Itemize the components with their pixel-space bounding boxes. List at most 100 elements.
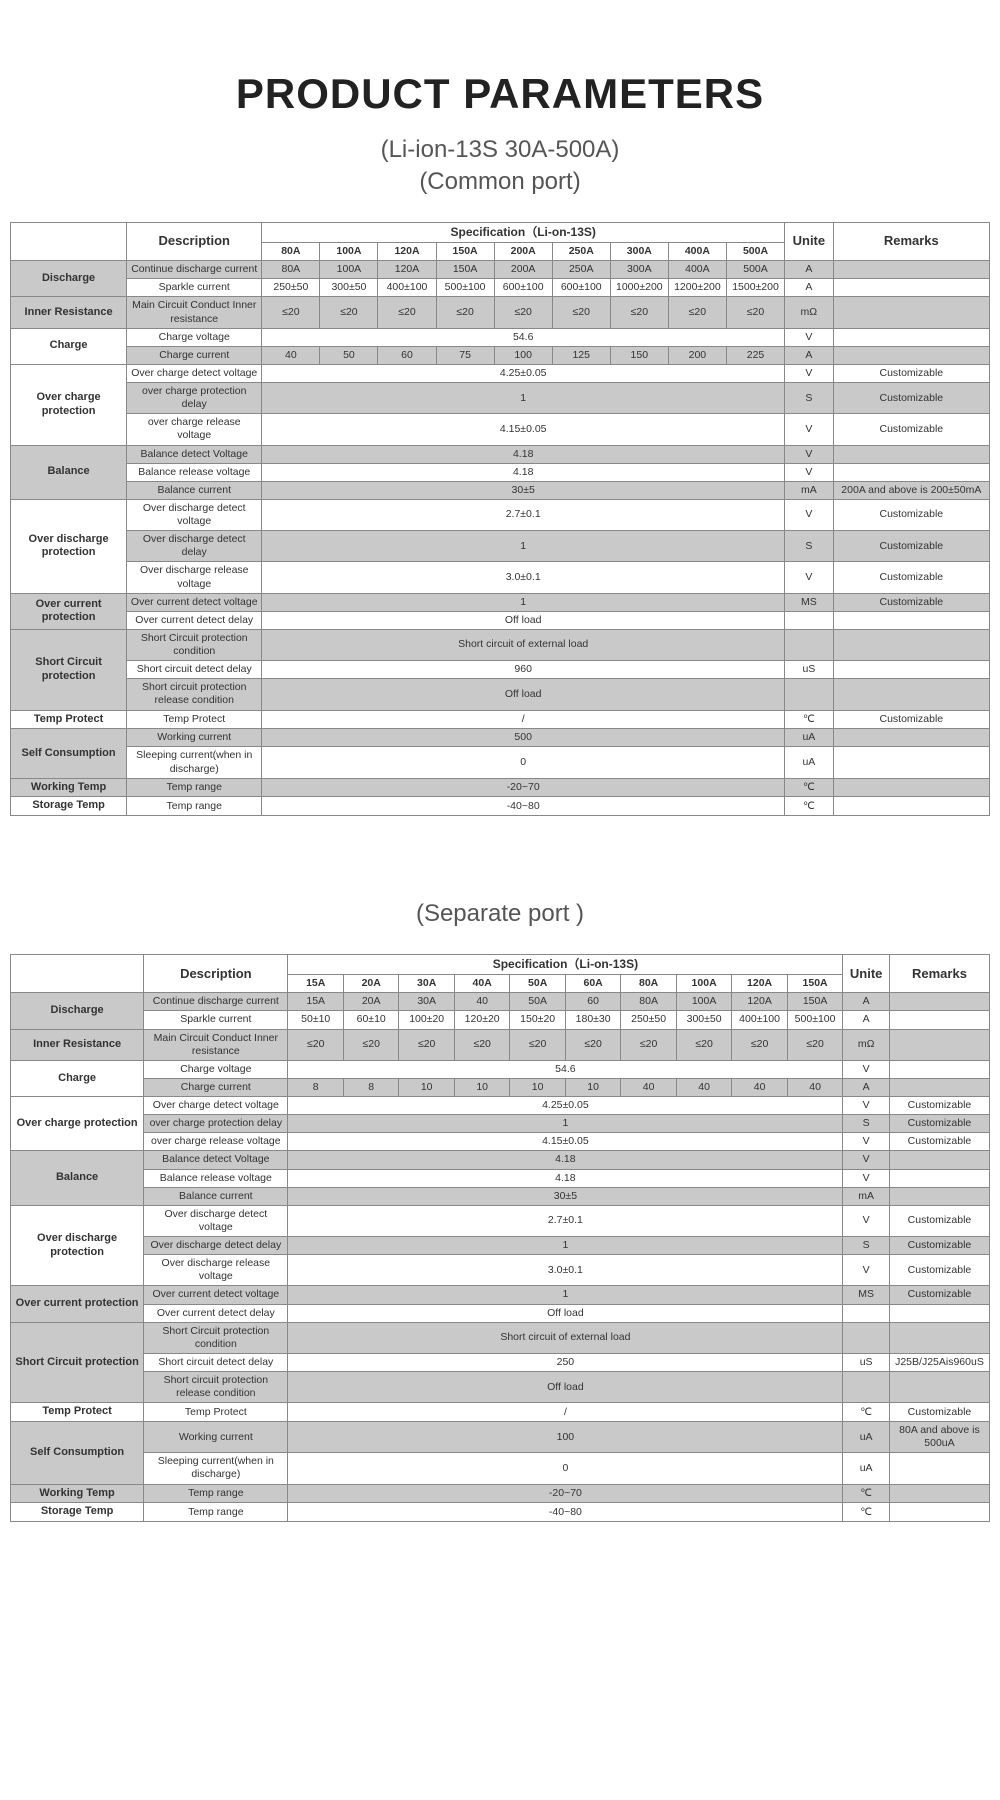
value-cell: 100 <box>494 346 552 364</box>
unit-cell: V <box>785 445 834 463</box>
category-cell: Temp Protect <box>11 1403 144 1422</box>
desc-cell: Charge current <box>144 1078 288 1096</box>
value-cell: 600±100 <box>552 279 610 297</box>
category-cell: Over current protection <box>11 593 127 629</box>
value-cell: 1 <box>288 1115 843 1133</box>
desc-cell: Charge voltage <box>127 328 262 346</box>
unit-cell: V <box>843 1169 890 1187</box>
category-cell: Working Temp <box>11 1484 144 1503</box>
value-cell: ≤20 <box>787 1029 843 1060</box>
unit-cell: S <box>843 1115 890 1133</box>
table-row: Charge current 40 50 60 75 100 125 150 2… <box>11 346 990 364</box>
value-cell: / <box>288 1403 843 1422</box>
desc-cell: Over charge detect voltage <box>127 364 262 382</box>
value-cell: 4.25±0.05 <box>288 1097 843 1115</box>
value-cell: ≤20 <box>510 1029 565 1060</box>
value-cell: 500A <box>726 261 784 279</box>
value-cell: 600±100 <box>494 279 552 297</box>
value-cell: 54.6 <box>262 328 785 346</box>
value-cell: -20~70 <box>288 1484 843 1503</box>
category-cell: Charge <box>11 1060 144 1096</box>
remarks-cell <box>833 463 989 481</box>
unit-cell: MS <box>785 593 834 611</box>
table-row: Storage Temp Temp range -40~80 ℃ <box>11 797 990 816</box>
desc-cell: Continue discharge current <box>144 993 288 1011</box>
unit-cell: A <box>843 993 890 1011</box>
value-cell: 100A <box>320 261 378 279</box>
value-cell: 250±50 <box>262 279 320 297</box>
value-cell: Off load <box>288 1372 843 1403</box>
spec-col-header: 500A <box>726 243 784 261</box>
remarks-cell <box>889 1060 989 1078</box>
spec-col-header: 40A <box>454 975 509 993</box>
unit-cell: V <box>785 414 834 445</box>
spec-col-header: 250A <box>552 243 610 261</box>
category-cell: Over charge protection <box>11 1097 144 1151</box>
remarks-cell <box>833 661 989 679</box>
table-row: Short Circuit protection Short Circuit p… <box>11 629 990 660</box>
remarks-cell <box>889 993 989 1011</box>
remarks-cell: Customizable <box>889 1097 989 1115</box>
remarks-cell <box>833 778 989 797</box>
value-cell: 10 <box>565 1078 620 1096</box>
value-cell: Off load <box>288 1304 843 1322</box>
value-cell: / <box>262 710 785 729</box>
unit-cell <box>785 629 834 660</box>
desc-cell: Short circuit protection release conditi… <box>127 679 262 710</box>
unite-header: Unite <box>785 223 834 261</box>
unit-cell: uS <box>843 1353 890 1371</box>
category-cell: Working Temp <box>11 778 127 797</box>
value-cell: 20A <box>343 993 398 1011</box>
remarks-cell: Customizable <box>889 1133 989 1151</box>
desc-cell: Sparkle current <box>127 279 262 297</box>
remarks-cell: Customizable <box>889 1286 989 1304</box>
remarks-cell: Customizable <box>889 1115 989 1133</box>
table-row: Over discharge detect delay 1 S Customiz… <box>11 1237 990 1255</box>
table-row: Over current protection Over current det… <box>11 1286 990 1304</box>
value-cell: 50 <box>320 346 378 364</box>
value-cell: 250A <box>552 261 610 279</box>
value-cell: ≤20 <box>676 1029 731 1060</box>
value-cell: 300±50 <box>676 1011 731 1029</box>
value-cell: 250 <box>288 1353 843 1371</box>
value-cell: 4.18 <box>262 463 785 481</box>
unit-cell: V <box>843 1255 890 1286</box>
value-cell: 1 <box>288 1286 843 1304</box>
value-cell: 100±20 <box>399 1011 454 1029</box>
value-cell: 500±100 <box>787 1011 843 1029</box>
table-row: Temp Protect Temp Protect / ℃ Customizab… <box>11 1403 990 1422</box>
value-cell: 40 <box>787 1078 843 1096</box>
desc-cell: Continue discharge current <box>127 261 262 279</box>
desc-cell: Balance release voltage <box>127 463 262 481</box>
unit-cell: A <box>785 279 834 297</box>
remarks-cell: Customizable <box>889 1237 989 1255</box>
page-subtitle: (Li-ion-13S 30A-500A) <box>10 136 990 164</box>
desc-cell: Short circuit detect delay <box>144 1353 288 1371</box>
remarks-cell <box>889 1029 989 1060</box>
remarks-cell: Customizable <box>833 710 989 729</box>
value-cell: ≤20 <box>320 297 378 328</box>
value-cell: 400±100 <box>378 279 436 297</box>
spec-col-header: 200A <box>494 243 552 261</box>
desc-cell: Balance current <box>127 481 262 499</box>
spec-col-header: 400A <box>668 243 726 261</box>
table-row: Sleeping current(when in discharge) 0 uA <box>11 747 990 778</box>
remarks-cell <box>833 797 989 816</box>
table-row: Working Temp Temp range -20~70 ℃ <box>11 1484 990 1503</box>
table-row: Inner Resistance Main Circuit Conduct In… <box>11 297 990 328</box>
table-row: Temp Protect Temp Protect / ℃ Customizab… <box>11 710 990 729</box>
table-row: Over current detect delay Off load <box>11 611 990 629</box>
remarks-cell: Customizable <box>833 562 989 593</box>
category-cell: Storage Temp <box>11 1503 144 1522</box>
unit-cell: V <box>843 1060 890 1078</box>
unit-cell: V <box>785 463 834 481</box>
remarks-cell: Customizable <box>889 1403 989 1422</box>
value-cell: 120A <box>378 261 436 279</box>
category-cell: Inner Resistance <box>11 297 127 328</box>
value-cell: 10 <box>454 1078 509 1096</box>
spec-col-header: 100A <box>320 243 378 261</box>
remarks-cell: Customizable <box>833 499 989 530</box>
remarks-cell <box>889 1078 989 1096</box>
value-cell: 960 <box>262 661 785 679</box>
value-cell: Off load <box>262 611 785 629</box>
